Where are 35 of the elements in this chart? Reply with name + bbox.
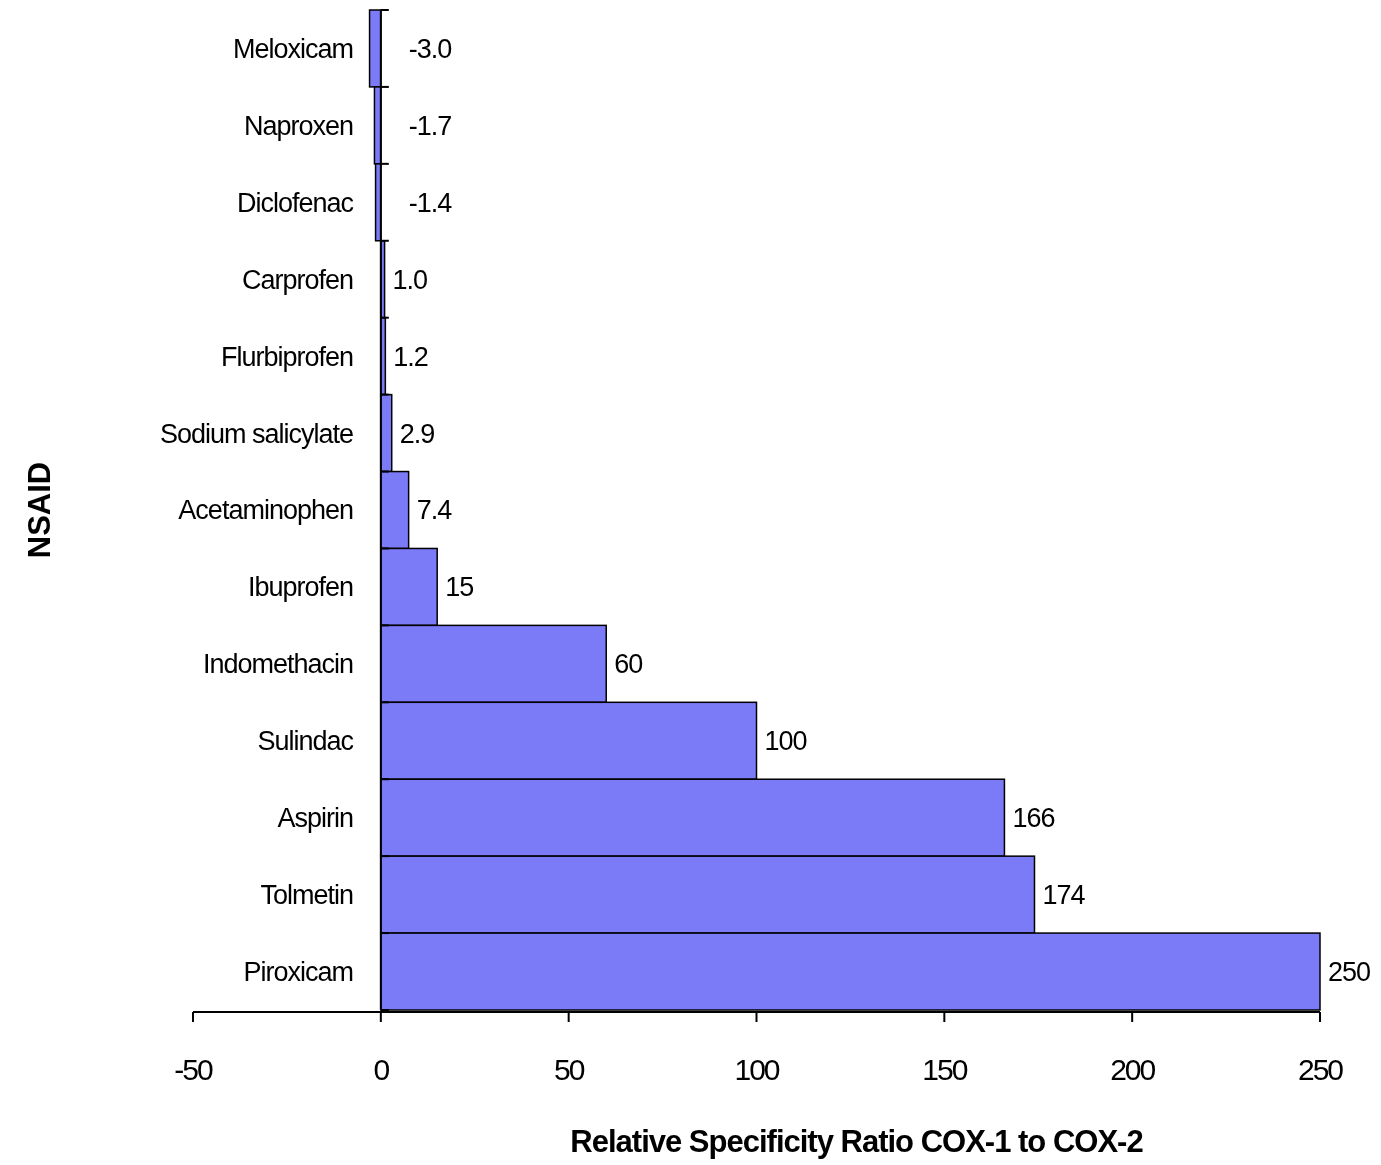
x-tick-label: 250 [1297, 1053, 1344, 1086]
data-label: 166 [1012, 803, 1055, 834]
x-tick-label: 100 [734, 1053, 780, 1086]
data-label: 100 [764, 726, 807, 757]
y-tick-label: Meloxicam [232, 33, 353, 64]
data-label: -3.0 [408, 33, 452, 64]
data-label: 15 [445, 572, 474, 603]
data-label: -1.4 [408, 187, 453, 218]
x-tick-label: -50 [174, 1053, 213, 1086]
data-label: 60 [614, 649, 643, 680]
y-tick-label: Sulindac [257, 726, 354, 757]
data-label: 250 [1328, 956, 1371, 987]
y-tick-label: Aspirin [277, 803, 353, 834]
data-label: -1.7 [408, 110, 452, 141]
data-label: 174 [1042, 880, 1086, 911]
x-tick-label: 150 [922, 1053, 968, 1086]
data-label: 1.0 [392, 264, 428, 295]
y-tick-label: Flurbiprofen [220, 341, 353, 372]
y-tick-label: Sodium salicylate [159, 418, 353, 449]
x-tick-label: 50 [553, 1053, 585, 1086]
data-label: 1.2 [393, 341, 428, 372]
y-tick-label: Tolmetin [260, 880, 353, 911]
y-tick-label: Carprofen [241, 264, 353, 295]
x-tick-label: 200 [1110, 1053, 1156, 1086]
y-axis-title: NSAID [22, 461, 57, 559]
y-tick-label: Piroxicam [243, 956, 353, 987]
y-tick-label: Naproxen [243, 110, 353, 141]
y-tick-label: Indomethacin [202, 649, 353, 680]
data-label: 7.4 [416, 495, 453, 526]
y-tick-label: Ibuprofen [247, 572, 353, 603]
x-tick-label: 0 [373, 1053, 390, 1086]
y-tick-label: Diclofenac [236, 187, 354, 218]
data-label: 2.9 [399, 418, 435, 449]
x-axis-title: Relative Specificity Ratio COX-1 to COX-2 [570, 1124, 1143, 1159]
y-tick-label: Acetaminophen [178, 495, 353, 526]
